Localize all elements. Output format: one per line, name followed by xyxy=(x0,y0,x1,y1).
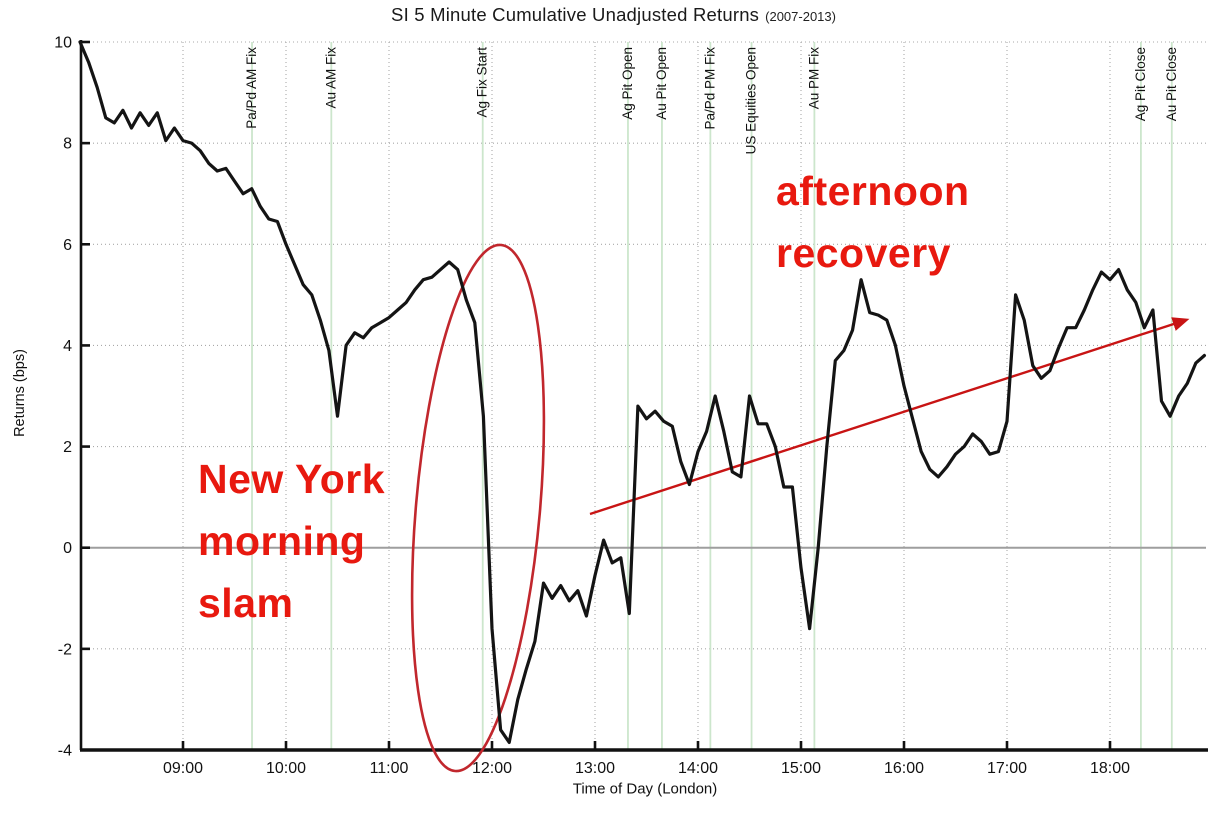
y-tick-label: 8 xyxy=(63,136,72,153)
y-tick-label: 6 xyxy=(63,237,72,254)
event-label: Ag Pit Open xyxy=(620,47,635,120)
x-tick-label: 10:00 xyxy=(266,760,306,777)
axes xyxy=(79,40,1208,752)
y-tick-label: 0 xyxy=(63,540,72,557)
event-lines xyxy=(251,42,1173,750)
event-label: Pa/Pd AM Fix xyxy=(244,47,259,129)
y-tick-label: -2 xyxy=(58,641,72,658)
y-axis-label: Returns (bps) xyxy=(12,349,28,437)
chart-title-period: (2007-2013) xyxy=(765,9,836,24)
annotation-new-york-morning-slam: New York morning slam xyxy=(198,456,386,626)
x-tick-label: 12:00 xyxy=(472,760,512,777)
x-axis-label: Time of Day (London) xyxy=(572,780,718,798)
event-label: Au AM Fix xyxy=(323,47,338,109)
x-tick-label: 09:00 xyxy=(163,760,203,777)
tick-labels: 09:00 10:00 11:00 12:00 13:00 14:00 15:00 16:00… xyxy=(54,35,1130,778)
event-label: Au PM Fix xyxy=(806,47,821,110)
x-tick-label: 14:00 xyxy=(678,760,718,777)
event-label: US Equities Open xyxy=(744,47,759,154)
x-tick-label: 16:00 xyxy=(884,760,924,777)
event-labels: Pa/Pd AM Fix Au AM Fix Ag Fix Start Ag Pit … xyxy=(244,47,1179,155)
annotation-afternoon-recovery: afternoon recovery xyxy=(776,168,970,276)
x-tick-label: 18:00 xyxy=(1090,760,1130,777)
event-label: Au Pit Close xyxy=(1164,47,1179,121)
chart-title-main: SI 5 Minute Cumulative Unadjusted Return… xyxy=(391,4,760,25)
event-label: Pa/Pd PM Fix xyxy=(702,47,717,130)
trend-arrow xyxy=(589,317,1190,516)
x-tick-label: 11:00 xyxy=(370,760,409,777)
event-label: Au Pit Open xyxy=(654,47,669,120)
y-tick-label: 2 xyxy=(63,439,72,456)
chart-title: SI 5 Minute Cumulative Unadjusted Return… xyxy=(0,4,1227,26)
series-line xyxy=(78,40,1207,745)
y-tick-label: -4 xyxy=(58,743,72,760)
x-tick-label: 15:00 xyxy=(781,760,821,777)
y-tick-label: 10 xyxy=(54,35,72,52)
y-tick-label: 4 xyxy=(63,338,72,355)
grid xyxy=(81,41,1206,750)
event-label: Ag Fix Start xyxy=(475,47,490,118)
slam-ellipse xyxy=(410,243,546,773)
x-tick-label: 13:00 xyxy=(575,760,615,777)
event-label: Ag Pit Close xyxy=(1133,47,1148,121)
x-tick-label: 17:00 xyxy=(987,760,1027,777)
